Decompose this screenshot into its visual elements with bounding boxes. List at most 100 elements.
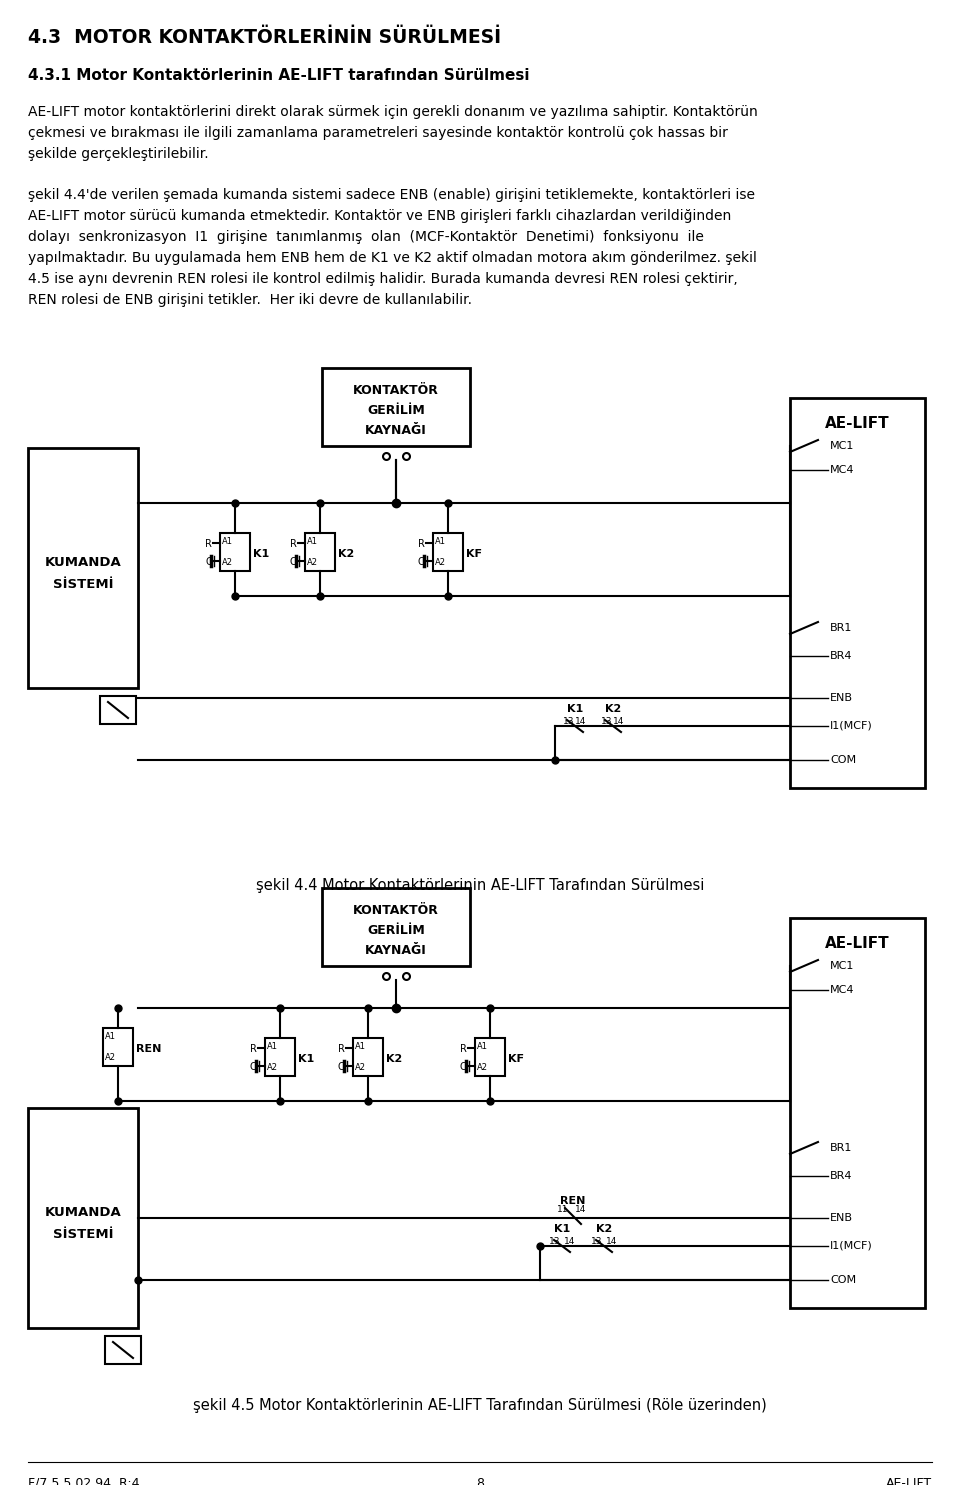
Text: SİSTEMİ: SİSTEMİ	[53, 578, 113, 591]
Text: A2: A2	[435, 558, 446, 567]
Bar	[322, 368, 470, 445]
Text: KF: KF	[466, 549, 482, 558]
Text: KONTAKTÖR: KONTAKTÖR	[353, 904, 439, 918]
Bar	[322, 888, 470, 967]
Text: REN: REN	[561, 1195, 586, 1206]
Text: 14: 14	[564, 1237, 576, 1246]
Bar	[105, 1336, 141, 1365]
Text: I1(MCF): I1(MCF)	[830, 1241, 873, 1250]
Text: C: C	[290, 557, 297, 567]
Text: 14: 14	[607, 1237, 617, 1246]
Text: KUMANDA: KUMANDA	[44, 1206, 121, 1219]
Text: C: C	[250, 1062, 256, 1072]
Text: ENB: ENB	[830, 693, 853, 702]
Bar	[220, 533, 250, 572]
Text: şekil 4.4 Motor Kontaktörlerinin AE-LIFT Tarafından Sürülmesi: şekil 4.4 Motor Kontaktörlerinin AE-LIFT…	[255, 878, 705, 892]
Text: GERİLİM: GERİLİM	[367, 404, 425, 417]
Text: A1: A1	[477, 1042, 488, 1051]
Text: 4.5 ise aynı devrenin REN rolesi ile kontrol edilmiş halidir. Burada kumanda dev: 4.5 ise aynı devrenin REN rolesi ile kon…	[28, 272, 737, 287]
Text: 13: 13	[564, 717, 575, 726]
Text: ENB: ENB	[830, 1213, 853, 1224]
Text: AE-LIFT motor kontaktörlerini direkt olarak sürmek için gerekli donanım ve yazıl: AE-LIFT motor kontaktörlerini direkt ola…	[28, 105, 757, 119]
Bar	[433, 533, 463, 572]
Text: AE-LIFT: AE-LIFT	[826, 936, 890, 950]
Bar	[790, 918, 925, 1308]
Text: KAYNAĞI: KAYNAĞI	[365, 425, 427, 437]
Text: COM: COM	[830, 754, 856, 765]
Text: MC4: MC4	[830, 465, 854, 475]
Text: K1: K1	[566, 704, 583, 714]
Text: 13: 13	[591, 1237, 603, 1246]
Text: A2: A2	[222, 558, 233, 567]
Text: BR1: BR1	[830, 624, 852, 633]
Text: K2: K2	[386, 1054, 402, 1063]
Text: BR4: BR4	[830, 650, 852, 661]
Text: K1: K1	[298, 1054, 314, 1063]
Bar	[100, 696, 136, 725]
Text: REN rolesi de ENB girişini tetikler.  Her iki devre de kullanılabilir.: REN rolesi de ENB girişini tetikler. Her…	[28, 293, 472, 307]
Bar	[28, 448, 138, 688]
Text: A2: A2	[307, 558, 318, 567]
Text: yapılmaktadır. Bu uygulamada hem ENB hem de K1 ve K2 aktif olmadan motora akım g: yapılmaktadır. Bu uygulamada hem ENB hem…	[28, 251, 756, 264]
Text: R: R	[250, 1044, 257, 1054]
Text: A1: A1	[307, 538, 318, 546]
Text: A2: A2	[477, 1063, 488, 1072]
Text: R: R	[460, 1044, 467, 1054]
Bar	[475, 1038, 505, 1077]
Text: 13: 13	[549, 1237, 561, 1246]
Text: C: C	[460, 1062, 467, 1072]
Text: A1: A1	[267, 1042, 278, 1051]
Text: K2: K2	[605, 704, 621, 714]
Bar	[305, 533, 335, 572]
Text: 14: 14	[575, 1204, 587, 1215]
Text: şekil 4.5 Motor Kontaktörlerinin AE-LIFT Tarafından Sürülmesi (Röle üzerinden): şekil 4.5 Motor Kontaktörlerinin AE-LIFT…	[193, 1397, 767, 1414]
Text: C: C	[418, 557, 424, 567]
Text: A1: A1	[222, 538, 233, 546]
Bar	[28, 1108, 138, 1328]
Text: MC4: MC4	[830, 985, 854, 995]
Bar	[353, 1038, 383, 1077]
Text: GERİLİM: GERİLİM	[367, 924, 425, 937]
Text: dolayı  senkronizasyon  I1  girişine  tanımlanmış  olan  (MCF-Kontaktör  Denetim: dolayı senkronizasyon I1 girişine tanıml…	[28, 230, 704, 244]
Text: K2: K2	[338, 549, 354, 558]
Text: 13: 13	[601, 717, 612, 726]
Text: KAYNAĞI: KAYNAĞI	[365, 944, 427, 956]
Text: AE-LIFT motor sürücü kumanda etmektedir. Kontaktör ve ENB girişleri farklı cihaz: AE-LIFT motor sürücü kumanda etmektedir.…	[28, 209, 732, 223]
Text: 11: 11	[557, 1204, 568, 1215]
Text: MC1: MC1	[830, 441, 854, 451]
Text: 8: 8	[476, 1478, 484, 1485]
Text: 14: 14	[613, 717, 625, 726]
Text: R: R	[418, 539, 425, 549]
Text: SİSTEMİ: SİSTEMİ	[53, 1228, 113, 1241]
Text: 14: 14	[575, 717, 587, 726]
Text: BR4: BR4	[830, 1172, 852, 1181]
Text: MC1: MC1	[830, 961, 854, 971]
Bar	[790, 398, 925, 789]
Text: K1: K1	[253, 549, 269, 558]
Text: şekil 4.4'de verilen şemada kumanda sistemi sadece ENB (enable) girişini tetikle: şekil 4.4'de verilen şemada kumanda sist…	[28, 189, 755, 202]
Text: AE-LIFT: AE-LIFT	[826, 416, 890, 431]
Text: I1(MCF): I1(MCF)	[830, 722, 873, 731]
Text: C: C	[205, 557, 212, 567]
Text: KUMANDA: KUMANDA	[44, 555, 121, 569]
Text: çekmesi ve bırakması ile ilgili zamanlama parametreleri sayesinde kontaktör kont: çekmesi ve bırakması ile ilgili zamanlam…	[28, 126, 728, 140]
Text: REN: REN	[136, 1044, 161, 1054]
Bar	[103, 1028, 133, 1066]
Text: F/7.5.5.02.94  R:4: F/7.5.5.02.94 R:4	[28, 1478, 139, 1485]
Text: A2: A2	[267, 1063, 278, 1072]
Text: COM: COM	[830, 1276, 856, 1285]
Text: R: R	[338, 1044, 345, 1054]
Text: A2: A2	[105, 1053, 116, 1062]
Text: A1: A1	[435, 538, 446, 546]
Text: C: C	[338, 1062, 345, 1072]
Text: R: R	[205, 539, 212, 549]
Text: K1: K1	[554, 1224, 570, 1234]
Text: R: R	[290, 539, 297, 549]
Text: şekilde gerçekleştirilebilir.: şekilde gerçekleştirilebilir.	[28, 147, 208, 160]
Text: A1: A1	[355, 1042, 366, 1051]
Text: 4.3  MOTOR KONTAKTÖRLERİNİN SÜRÜLMESİ: 4.3 MOTOR KONTAKTÖRLERİNİN SÜRÜLMESİ	[28, 28, 501, 48]
Bar	[265, 1038, 295, 1077]
Text: K2: K2	[596, 1224, 612, 1234]
Text: 4.3.1 Motor Kontaktörlerinin AE-LIFT tarafından Sürülmesi: 4.3.1 Motor Kontaktörlerinin AE-LIFT tar…	[28, 68, 530, 83]
Text: KONTAKTÖR: KONTAKTÖR	[353, 385, 439, 396]
